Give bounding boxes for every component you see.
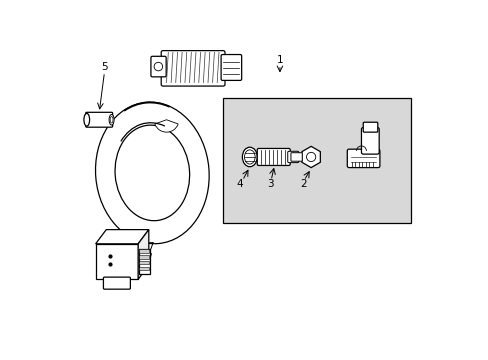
Polygon shape [96, 230, 148, 244]
Text: 7: 7 [147, 242, 154, 252]
Ellipse shape [115, 125, 189, 221]
Text: 4: 4 [236, 179, 243, 189]
FancyBboxPatch shape [151, 56, 166, 77]
FancyBboxPatch shape [161, 51, 224, 86]
Ellipse shape [95, 102, 209, 244]
Wedge shape [155, 120, 178, 132]
Text: 5: 5 [101, 62, 107, 72]
Circle shape [154, 62, 163, 71]
Text: 3: 3 [266, 179, 273, 189]
FancyBboxPatch shape [361, 127, 378, 154]
FancyBboxPatch shape [346, 149, 379, 168]
Text: 1: 1 [276, 55, 283, 65]
Bar [139, 249, 148, 253]
Ellipse shape [84, 113, 89, 126]
Ellipse shape [109, 114, 114, 125]
FancyBboxPatch shape [85, 112, 112, 127]
FancyBboxPatch shape [103, 277, 130, 289]
Ellipse shape [244, 150, 255, 164]
Bar [139, 255, 148, 259]
Bar [96, 244, 138, 279]
Bar [139, 261, 148, 264]
Circle shape [306, 152, 315, 162]
FancyBboxPatch shape [257, 148, 290, 166]
FancyBboxPatch shape [221, 54, 241, 80]
Bar [138, 249, 149, 274]
Polygon shape [138, 230, 148, 279]
Text: 6: 6 [163, 72, 169, 82]
FancyBboxPatch shape [290, 153, 302, 161]
Bar [223, 99, 410, 222]
Ellipse shape [242, 147, 257, 167]
FancyBboxPatch shape [287, 151, 298, 163]
Text: 2: 2 [300, 179, 307, 189]
Bar [139, 267, 148, 270]
Ellipse shape [110, 117, 113, 123]
FancyBboxPatch shape [363, 122, 377, 132]
